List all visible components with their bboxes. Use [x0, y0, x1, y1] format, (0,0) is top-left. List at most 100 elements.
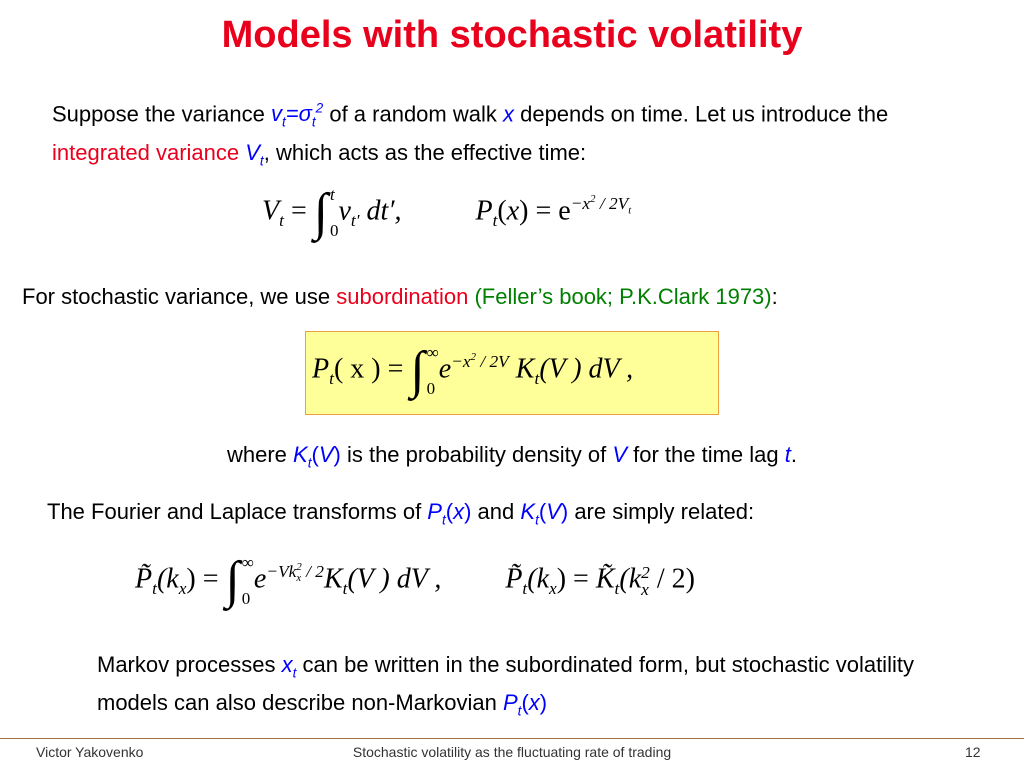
text-run: V	[262, 195, 280, 227]
text-run: V	[612, 442, 628, 467]
text-run: t	[517, 703, 522, 719]
text-run: 2	[641, 562, 650, 582]
text-run: t	[292, 665, 297, 681]
text-run: t	[281, 114, 286, 130]
text-run: / 2)	[649, 563, 695, 595]
text-run: v	[270, 101, 282, 127]
text-run: V	[318, 442, 334, 467]
text-run: (V ) dV ,	[539, 353, 634, 385]
text-run: V	[546, 499, 561, 524]
where-line: where Kt(V) is the probability density o…	[0, 440, 1024, 478]
footer-title: Stochastic volatility as the fluctuating…	[352, 744, 672, 760]
footer-rule	[0, 738, 1024, 739]
text-run: =	[283, 195, 314, 227]
text-run: (	[521, 690, 529, 716]
layout: ∞ 0	[427, 343, 439, 399]
text-run: e	[253, 563, 267, 595]
text-run: , which acts as the effective time:	[263, 139, 587, 165]
text-run: depends on time. Let us introduce the	[513, 101, 889, 127]
text-run: P	[502, 690, 518, 716]
markov-paragraph: Markov processes xt can be written in th…	[97, 650, 937, 727]
text-run: v	[338, 195, 351, 227]
text-run: t	[522, 579, 528, 599]
text-run: t	[329, 369, 334, 389]
text-run: (	[311, 442, 319, 467]
layout: ∫ ∞ 0	[410, 343, 438, 399]
text-run: K	[520, 499, 536, 524]
text-run: )	[560, 499, 569, 524]
text-run: t	[534, 369, 540, 389]
text-run: x	[178, 579, 187, 599]
layout: ∞ 0	[242, 553, 254, 609]
text-run: .	[790, 442, 798, 467]
text-run: ∫	[313, 184, 328, 241]
text-run: x	[506, 195, 520, 227]
text-run: 2	[470, 351, 476, 364]
text-run: e	[438, 353, 452, 385]
equation-1: Vt = ∫ t 0 vt′ dt′, Pt(x) = e−x2 / 2Vt	[262, 185, 631, 241]
equation-2: Pt( x ) = ∫ ∞ 0 e−x2 / 2V Kt(V ) dV ,	[312, 343, 633, 399]
equation-3: P̃t(kx) = ∫ ∞ 0 e−Vk 2 x / 2Kt(V ) dV , P̃t(k…	[135, 553, 695, 609]
text-run: ) =	[556, 563, 596, 595]
text-run: t	[441, 512, 446, 528]
text-run: t	[535, 512, 539, 528]
text-run: =σ	[285, 101, 312, 127]
text-run: for the time lag	[627, 442, 785, 467]
text-run: where	[226, 442, 294, 467]
text-run: K	[293, 442, 308, 467]
text-run: x	[549, 579, 557, 599]
text-run: 2	[590, 193, 596, 206]
text-run: t	[259, 153, 264, 169]
text-run: subordination	[336, 284, 469, 309]
text-run: K	[515, 353, 535, 385]
text-run: t	[492, 211, 498, 231]
text-run: x	[281, 652, 293, 677]
text-run: The Fourier and Laplace transforms of	[47, 499, 428, 524]
text-run: P̃	[135, 563, 153, 595]
layout: −x2 / 2Vt	[570, 193, 632, 216]
text-run: 0	[426, 379, 436, 398]
text-run: ∫	[410, 342, 425, 399]
text-run: P	[427, 499, 442, 524]
text-run: K̃	[595, 563, 615, 595]
text-run: t	[329, 185, 335, 204]
text-run: Suppose the variance	[52, 101, 271, 127]
text-run: −x	[451, 352, 471, 372]
text-run: )	[333, 442, 341, 467]
text-run: P	[312, 353, 330, 385]
text-run: t	[342, 579, 348, 599]
text-run: ∫	[225, 552, 240, 609]
text-run: / 2V	[595, 194, 629, 214]
layout: ∫ ∞ 0	[226, 553, 254, 609]
text-run: t	[784, 442, 791, 467]
text-run: (	[445, 499, 454, 524]
text-run: are simply related:	[568, 499, 755, 524]
text-run: can be written in the subordinated form,…	[97, 652, 914, 716]
text-run: ∞	[241, 553, 254, 572]
layout: Vt	[239, 140, 264, 169]
text-run: / 2	[301, 562, 324, 582]
feller-line: For stochastic variance, we use subordin…	[22, 282, 778, 312]
layout: vt=σt2	[270, 101, 324, 130]
layout: −x2 / 2V	[451, 351, 509, 372]
text-run: −Vk	[266, 562, 297, 582]
text-run: is the probability density of	[340, 442, 613, 467]
text-run: x	[502, 101, 514, 127]
intro-paragraph: Suppose the variance vt=σt2 of a random …	[52, 94, 982, 176]
text-run: (k	[619, 563, 642, 595]
text-run: x	[528, 690, 540, 716]
text-run: t	[628, 204, 632, 217]
text-run: −x	[570, 194, 591, 214]
text-run: P	[475, 195, 493, 227]
slide-title: Models with stochastic volatility	[221, 14, 803, 56]
text-run: 2	[296, 561, 302, 574]
text-run: For stochastic variance, we use	[22, 284, 337, 309]
text-run: 2	[315, 101, 324, 116]
text-run: (V ) dV ,	[347, 563, 442, 595]
layout: ∫ t 0	[314, 185, 339, 241]
layout: −Vk 2 x / 2	[266, 562, 324, 584]
